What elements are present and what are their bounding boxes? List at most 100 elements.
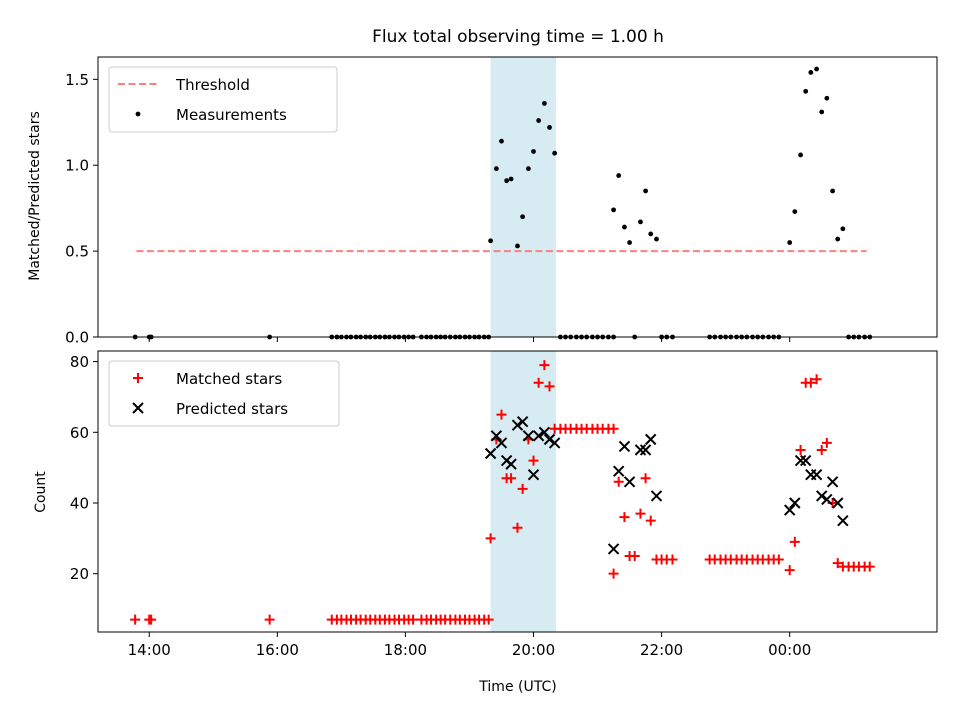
y-tick-label: 1.0 bbox=[65, 157, 89, 175]
x-tick-label: 00:00 bbox=[768, 641, 811, 659]
measurement-point bbox=[504, 178, 510, 184]
x-tick-label: 18:00 bbox=[384, 641, 427, 659]
matched-star-point bbox=[805, 377, 816, 388]
y-tick-label: 40 bbox=[70, 494, 89, 512]
y-tick-label: 80 bbox=[70, 353, 89, 371]
predicted-star-point bbox=[650, 490, 663, 502]
matched-star-point bbox=[544, 381, 555, 392]
matched-star-point bbox=[483, 614, 494, 625]
predicted-star-point bbox=[505, 458, 517, 470]
measurement-point bbox=[824, 95, 830, 101]
predicted-star-point bbox=[612, 465, 625, 477]
chart-title: Flux total observing time = 1.00 h bbox=[372, 27, 664, 47]
predicted-star-point bbox=[821, 493, 833, 506]
matched-star-point bbox=[619, 512, 630, 523]
measurement-point bbox=[638, 219, 643, 225]
x-tick-label: 16:00 bbox=[256, 641, 299, 659]
x-tick-label: 20:00 bbox=[512, 641, 555, 659]
measurement-point bbox=[520, 214, 526, 220]
matched-star-point bbox=[864, 561, 875, 572]
predicted-star-point bbox=[634, 444, 647, 456]
legend-measurement-swatch bbox=[135, 111, 141, 117]
measurement-point bbox=[622, 224, 627, 230]
measurement-point bbox=[819, 109, 825, 115]
matched-star-point bbox=[795, 444, 806, 455]
ratio-y-axis-label: Matched/Predicted stars bbox=[27, 111, 43, 281]
matched-star-point bbox=[539, 360, 550, 371]
matched-star-point bbox=[485, 533, 496, 544]
predicted-star-point bbox=[543, 433, 556, 446]
matched-star-point bbox=[130, 614, 141, 625]
measurement-point bbox=[798, 152, 803, 158]
matched-star-point bbox=[528, 455, 539, 466]
measurement-point bbox=[547, 125, 552, 130]
predicted-star-point bbox=[538, 426, 551, 439]
matched-star-point bbox=[613, 476, 624, 487]
predicted-star-point bbox=[623, 476, 636, 488]
matched-star-point bbox=[146, 614, 157, 625]
measurement-point bbox=[508, 176, 514, 182]
observing-window-span bbox=[490, 57, 556, 337]
predicted-star-point bbox=[516, 415, 529, 428]
predicted-star-point bbox=[532, 430, 545, 442]
ratio-panel: 0.0 0.5 1.0 1.5 Threshold Measurements bbox=[65, 56, 938, 347]
measurement-point bbox=[515, 243, 520, 249]
measurement-point bbox=[525, 166, 531, 172]
measurement-point bbox=[835, 236, 841, 242]
predicted-star-point bbox=[490, 430, 503, 442]
measurement-point bbox=[499, 138, 504, 144]
predicted-star-point bbox=[618, 440, 631, 453]
y-tick-label: 1.5 bbox=[65, 71, 89, 89]
matched-star-point bbox=[811, 374, 822, 385]
matched-star-point bbox=[784, 565, 795, 576]
measurement-point bbox=[830, 188, 836, 194]
matched-star-point bbox=[496, 409, 507, 420]
predicted-star-point bbox=[645, 433, 657, 446]
predicted-star-point bbox=[522, 430, 535, 442]
measurement-point bbox=[840, 226, 846, 232]
measurement-point bbox=[787, 240, 793, 245]
time-x-axis-label: Time (UTC) bbox=[478, 679, 556, 695]
measurement-point bbox=[616, 173, 622, 178]
measurement-point bbox=[627, 240, 632, 245]
y-tick-label: 20 bbox=[70, 565, 89, 583]
matched-star-point bbox=[832, 558, 843, 569]
measurement-point bbox=[531, 149, 536, 154]
predicted-star-point bbox=[607, 543, 620, 555]
legend-predicted-swatch bbox=[132, 402, 144, 414]
measurement-point bbox=[493, 166, 499, 172]
legend-label: Predicted stars bbox=[176, 400, 288, 418]
predicted-star-point bbox=[495, 437, 508, 449]
predicted-star-point bbox=[548, 437, 561, 449]
matched-star-point bbox=[512, 522, 523, 533]
measurement-point bbox=[611, 207, 616, 213]
matched-star-point bbox=[816, 444, 827, 455]
matched-star-point bbox=[533, 377, 544, 388]
predicted-star-point bbox=[789, 497, 801, 509]
predicted-star-point bbox=[832, 497, 844, 509]
predicted-star-point bbox=[816, 490, 828, 502]
matched-star-point bbox=[264, 614, 275, 625]
matched-star-point bbox=[629, 551, 640, 562]
y-tick-label: 60 bbox=[70, 424, 89, 442]
x-tick-label: 14:00 bbox=[128, 641, 171, 659]
axes-frame bbox=[97, 350, 938, 633]
predicted-star-point bbox=[484, 447, 497, 460]
matched-star-point bbox=[608, 423, 619, 434]
y-tick-label: 0.0 bbox=[65, 329, 89, 347]
legend-box bbox=[108, 360, 340, 427]
count-y-axis-label: Count bbox=[33, 471, 49, 513]
measurement-point bbox=[648, 231, 654, 237]
predicted-star-point bbox=[810, 469, 823, 481]
matched-star-point bbox=[506, 473, 517, 484]
matched-star-point bbox=[608, 568, 619, 579]
axes-frame bbox=[97, 56, 938, 338]
measurement-point bbox=[643, 188, 648, 194]
predicted-star-point bbox=[837, 514, 849, 527]
legend-matched-swatch bbox=[133, 373, 143, 383]
matched-star-point bbox=[645, 515, 656, 526]
legend-box bbox=[108, 66, 338, 133]
legend-label: Matched stars bbox=[176, 370, 282, 388]
matched-star-point bbox=[517, 483, 528, 494]
